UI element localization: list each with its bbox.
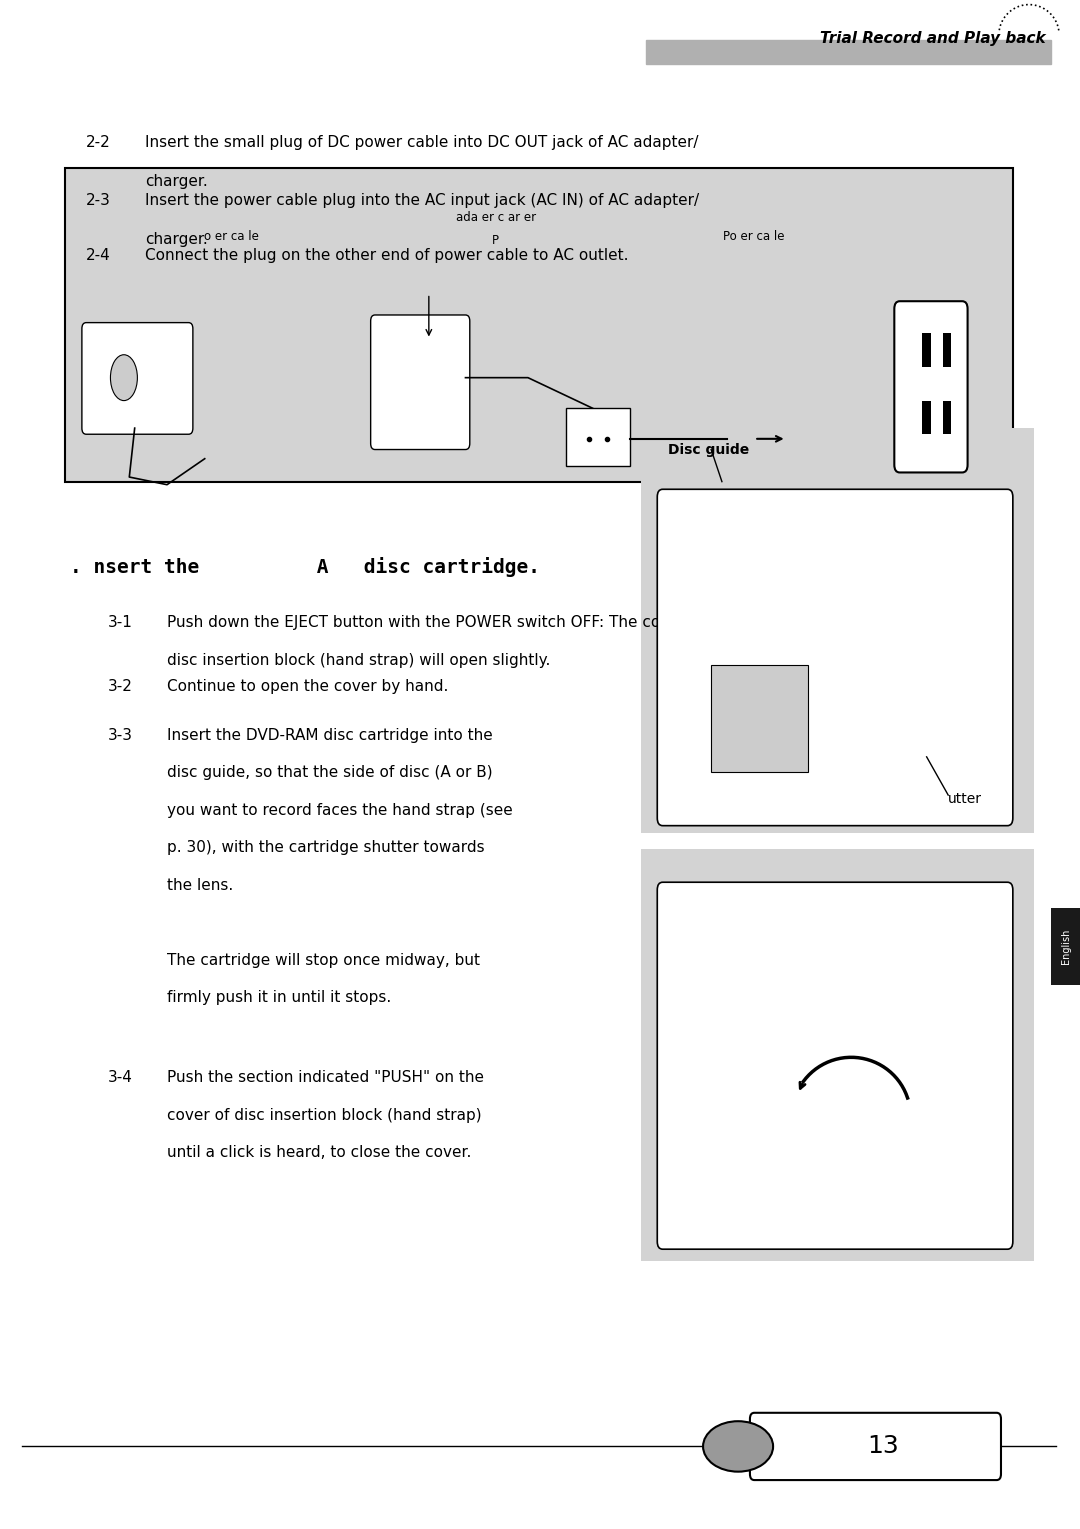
Text: 3-3: 3-3 xyxy=(108,728,133,743)
Bar xyxy=(922,333,931,367)
Text: . nsert the          A   disc cartridge.: . nsert the A disc cartridge. xyxy=(70,557,540,576)
Text: you want to record faces the hand strap (see: you want to record faces the hand strap … xyxy=(167,803,513,818)
Text: The cartridge will stop once midway, but: The cartridge will stop once midway, but xyxy=(167,953,480,968)
Text: charger.: charger. xyxy=(146,174,208,190)
FancyBboxPatch shape xyxy=(370,315,470,450)
Text: 13: 13 xyxy=(867,1434,900,1459)
Text: English: English xyxy=(1061,928,1070,965)
Text: cover of disc insertion block (hand strap): cover of disc insertion block (hand stra… xyxy=(167,1107,482,1122)
Bar xyxy=(647,40,1051,64)
Text: firmly push it in until it stops.: firmly push it in until it stops. xyxy=(167,991,391,1005)
FancyBboxPatch shape xyxy=(894,301,968,472)
Bar xyxy=(943,401,951,434)
Text: Push the section indicated "PUSH" on the: Push the section indicated "PUSH" on the xyxy=(167,1070,484,1086)
Text: P: P xyxy=(492,234,499,246)
Text: Trial Record and Play back: Trial Record and Play back xyxy=(820,31,1045,46)
Text: Disc guide: Disc guide xyxy=(669,443,750,457)
Text: disc insertion block (hand strap) will open slightly.: disc insertion block (hand strap) will o… xyxy=(167,653,551,668)
FancyBboxPatch shape xyxy=(658,489,1013,826)
FancyBboxPatch shape xyxy=(658,882,1013,1249)
FancyBboxPatch shape xyxy=(750,1413,1001,1480)
Text: 2-4: 2-4 xyxy=(86,248,111,263)
Bar xyxy=(566,408,631,466)
Text: until a click is heard, to close the cover.: until a click is heard, to close the cov… xyxy=(167,1145,471,1161)
Text: 2-2: 2-2 xyxy=(86,135,111,150)
Text: Insert the small plug of DC power cable into DC OUT jack of AC adapter/: Insert the small plug of DC power cable … xyxy=(146,135,699,150)
Text: ada er c ar er: ada er c ar er xyxy=(456,211,536,223)
Text: charger.: charger. xyxy=(146,232,208,248)
Bar xyxy=(65,168,1013,482)
Text: 2-3: 2-3 xyxy=(86,193,111,208)
Ellipse shape xyxy=(110,355,137,401)
Bar xyxy=(1051,908,1080,985)
Text: 3-2: 3-2 xyxy=(108,679,133,694)
Text: the lens.: the lens. xyxy=(167,878,233,893)
Text: Insert the power cable plug into the AC input jack (AC IN) of AC adapter/: Insert the power cable plug into the AC … xyxy=(146,193,700,208)
Bar xyxy=(642,849,1035,1261)
Text: Connect the plug on the other end of power cable to AC outlet.: Connect the plug on the other end of pow… xyxy=(146,248,629,263)
Bar xyxy=(943,333,951,367)
Text: 3-1: 3-1 xyxy=(108,615,133,630)
Text: p. 30), with the cartridge shutter towards: p. 30), with the cartridge shutter towar… xyxy=(167,839,485,855)
Bar xyxy=(711,665,808,772)
Text: o er ca le: o er ca le xyxy=(204,231,259,243)
Bar xyxy=(642,428,1035,833)
Text: Continue to open the cover by hand.: Continue to open the cover by hand. xyxy=(167,679,448,694)
Bar xyxy=(922,401,931,434)
Text: Po er ca le: Po er ca le xyxy=(724,231,785,243)
Text: 3-4: 3-4 xyxy=(108,1070,133,1086)
Text: disc guide, so that the side of disc (A or B): disc guide, so that the side of disc (A … xyxy=(167,764,492,780)
FancyBboxPatch shape xyxy=(82,323,193,434)
Ellipse shape xyxy=(703,1422,773,1471)
Text: Insert the DVD-RAM disc cartridge into the: Insert the DVD-RAM disc cartridge into t… xyxy=(167,728,492,743)
Text: utter: utter xyxy=(948,792,982,806)
Text: Push down the EJECT button with the POWER switch OFF: The cover of: Push down the EJECT button with the POWE… xyxy=(167,615,705,630)
